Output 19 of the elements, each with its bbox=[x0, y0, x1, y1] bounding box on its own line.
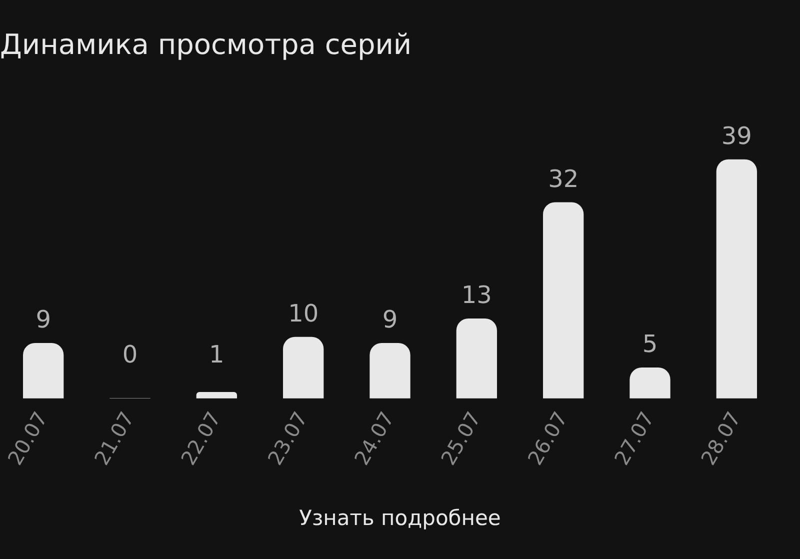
data-label: 9 bbox=[382, 306, 398, 334]
bar bbox=[456, 318, 497, 398]
bar bbox=[630, 367, 670, 398]
data-label: 32 bbox=[548, 164, 579, 193]
bar bbox=[23, 343, 64, 398]
text: Узнать подробнее bbox=[298, 506, 502, 530]
data-label: 0 bbox=[122, 340, 138, 369]
data-label: 39 bbox=[721, 122, 752, 150]
data-label: 10 bbox=[288, 299, 319, 328]
bar bbox=[370, 343, 410, 398]
bar bbox=[283, 336, 324, 398]
data-label: 9 bbox=[36, 306, 51, 334]
chart-title: Динамика просмотра серий bbox=[0, 28, 412, 62]
bar bbox=[716, 159, 757, 398]
data-label: 5 bbox=[642, 330, 658, 358]
data-label: 1 bbox=[209, 340, 224, 369]
bar bbox=[543, 202, 584, 398]
data-label: 13 bbox=[461, 281, 492, 310]
bar bbox=[196, 392, 237, 398]
